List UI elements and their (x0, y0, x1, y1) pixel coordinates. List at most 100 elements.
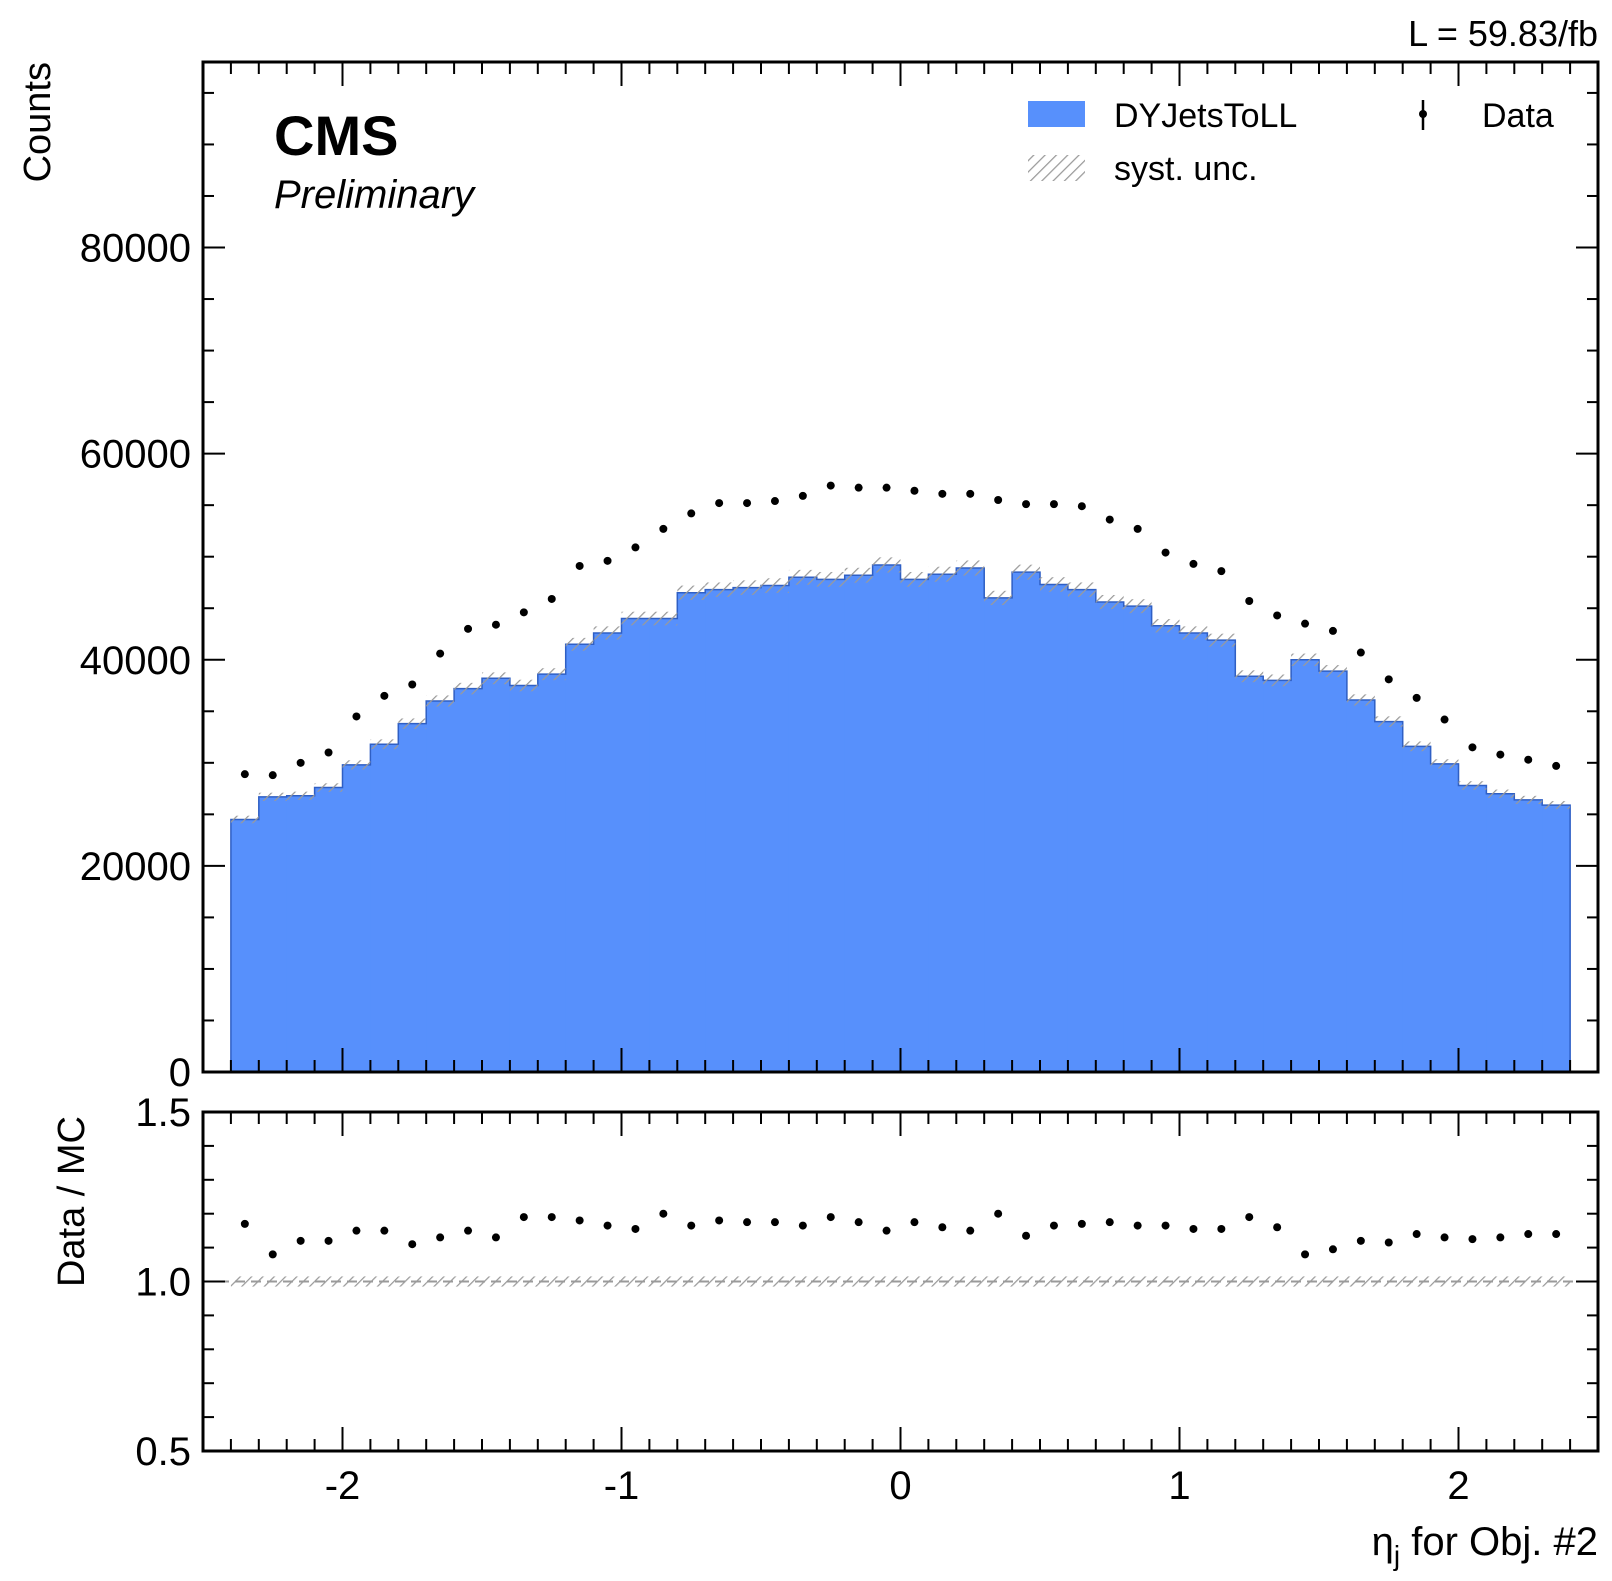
legend-syst-label: syst. unc. (1114, 150, 1258, 188)
syst-unc-band (1486, 789, 1515, 798)
syst-unc-band (398, 718, 427, 729)
mc-bar (956, 568, 985, 1072)
syst-unc-band (426, 695, 455, 707)
x-axis-label-symbol: η (1372, 1520, 1394, 1564)
x-axis-label: ηj for Obj. #2 (1372, 1520, 1598, 1571)
syst-unc-band (1263, 674, 1292, 687)
data-point (519, 608, 528, 617)
ratio-panel: 0.5 1.0 1.5 -2 -1 0 1 2 (135, 1091, 1600, 1508)
mc-bar (537, 674, 567, 1072)
ratio-ylabel: Data / MC (51, 1116, 93, 1287)
mc-bar (649, 618, 678, 1072)
ratio-point (1524, 1230, 1533, 1239)
data-point (854, 483, 863, 492)
data-point (380, 691, 389, 700)
data-point (1022, 500, 1031, 509)
ratio-point (910, 1218, 919, 1227)
syst-unc-band (1346, 694, 1375, 706)
ratio-ytick-label: 1.0 (135, 1261, 191, 1305)
data-point (1161, 548, 1170, 557)
mc-bar (705, 589, 734, 1072)
ratio-ytick-label: 0.5 (135, 1430, 191, 1474)
syst-unc-band (314, 783, 343, 792)
ratio-point (519, 1213, 528, 1222)
data-point (1133, 524, 1142, 533)
syst-unc-band (1151, 619, 1180, 633)
data-point (1552, 761, 1561, 770)
xtick-label: 2 (1447, 1464, 1469, 1508)
ratio-syst-band (1179, 1276, 1208, 1287)
mc-bar (482, 678, 511, 1072)
mc-bar (816, 579, 846, 1072)
ratio-syst-band (537, 1276, 566, 1287)
ratio-point (1189, 1224, 1198, 1233)
syst-unc-band (705, 582, 734, 597)
ratio-point (659, 1209, 668, 1218)
main-panel: 0 20000 40000 60000 80000 (80, 60, 1600, 1095)
data-point (659, 524, 668, 533)
ratio-point (798, 1221, 807, 1230)
mc-bar (1151, 625, 1181, 1072)
data-point (1496, 750, 1505, 759)
data-point (1328, 626, 1337, 635)
ratio-point (1356, 1236, 1365, 1245)
data-point (575, 561, 584, 570)
syst-unc-band (1235, 670, 1264, 683)
ratio-syst-band (844, 1276, 873, 1287)
mc-bar (1514, 799, 1543, 1072)
syst-unc-band (761, 578, 789, 593)
mc-bar (1123, 606, 1153, 1072)
mc-bar (1486, 793, 1515, 1072)
data-point (1468, 743, 1477, 752)
syst-unc-band (1067, 582, 1096, 597)
mc-bar (1430, 763, 1460, 1072)
data-point (631, 543, 640, 552)
data-point (994, 496, 1003, 505)
ratio-point (1384, 1238, 1393, 1247)
ratio-point (1022, 1231, 1031, 1240)
data-point (1524, 755, 1533, 764)
data-point (826, 481, 835, 490)
syst-unc-band (1012, 564, 1040, 580)
mc-bar (1012, 572, 1041, 1072)
xtick-label: 0 (889, 1464, 911, 1508)
syst-unc-band (1458, 781, 1487, 790)
mc-bar (1346, 699, 1376, 1072)
syst-unc-band (621, 611, 650, 626)
ratio-point (1105, 1218, 1114, 1227)
data-point (1356, 648, 1365, 657)
syst-unc-band (342, 760, 371, 770)
main-ytick-label: 0 (169, 1051, 191, 1095)
ratio-syst-band (1514, 1276, 1543, 1287)
data-point (882, 483, 891, 492)
syst-unc-band (1319, 665, 1347, 678)
data-point (1440, 715, 1449, 724)
mc-bar (1095, 602, 1125, 1072)
syst-unc-band (1514, 795, 1543, 804)
data-point (1077, 502, 1086, 511)
mc-bar (593, 632, 623, 1072)
ratio-point (1301, 1250, 1310, 1259)
data-point (798, 491, 807, 500)
syst-unc-band (733, 580, 761, 595)
mc-bar (454, 688, 483, 1072)
mc-bar (1542, 805, 1571, 1072)
ratio-point (464, 1226, 473, 1235)
data-point (296, 758, 305, 767)
syst-unc-band (928, 566, 957, 582)
data-point (687, 509, 696, 518)
data-point (910, 486, 919, 495)
ratio-syst-band (984, 1276, 1013, 1287)
ratio-syst-band (426, 1276, 455, 1287)
syst-unc-band (1542, 801, 1571, 810)
ratio-point (1328, 1245, 1337, 1254)
ratio-syst-band (872, 1276, 901, 1287)
legend-syst-swatch (1028, 155, 1085, 181)
data-point (408, 680, 417, 689)
mc-bar (1319, 671, 1348, 1072)
ratio-point (352, 1226, 361, 1235)
mc-bar (984, 597, 1013, 1072)
syst-unc-band (1040, 577, 1068, 592)
ratio-point (1133, 1221, 1142, 1230)
